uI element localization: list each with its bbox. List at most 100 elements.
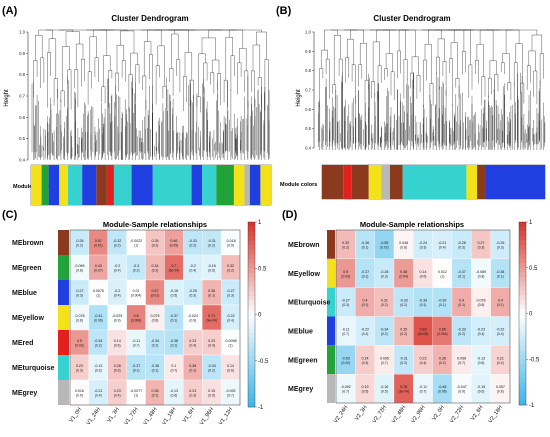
cell-pvalue: (0.4) bbox=[478, 332, 485, 336]
legend-gradient-step bbox=[519, 327, 526, 333]
cell-value: 0.57 bbox=[95, 239, 102, 243]
module-color-segment bbox=[113, 165, 132, 205]
legend-gradient-step bbox=[248, 388, 255, 394]
legend-gradient-step bbox=[519, 368, 526, 374]
cell-value: 0.38 bbox=[189, 364, 196, 368]
cell-value: -0.31 bbox=[208, 239, 216, 243]
column-label: V1_0H bbox=[69, 407, 84, 424]
module-color-swatch bbox=[327, 345, 335, 375]
cell-pvalue: (1) bbox=[96, 294, 100, 298]
cell-pvalue: (1) bbox=[229, 344, 233, 348]
column-label: V2_96H bbox=[410, 405, 426, 425]
row-label: MEturquoise bbox=[288, 300, 330, 307]
cell-pvalue: (0.7) bbox=[381, 361, 388, 365]
cell-pvalue: (0.1) bbox=[497, 274, 504, 278]
panel-d-heatmap: MEbrown MEyellow MEturquoise MEblue MEgreen M… bbox=[288, 220, 540, 424]
module-color-segment bbox=[322, 165, 344, 199]
legend-gradient-step bbox=[248, 383, 255, 389]
cell-value: 0.14 bbox=[227, 364, 234, 368]
module-color-segment bbox=[389, 165, 403, 199]
panel-a-ylabel: Height bbox=[4, 89, 10, 107]
y-tick-label: 1.0 bbox=[19, 30, 25, 35]
cell-value: 0.016 bbox=[75, 389, 84, 393]
cell-value: -0.2 bbox=[114, 289, 120, 293]
legend-gradient-step bbox=[519, 249, 526, 255]
legend-tick-label: -0.5 bbox=[529, 357, 540, 363]
cell-value: 0.075 bbox=[151, 314, 160, 318]
panel-b: (B) Cluster Dendrogram Height 1.0 0.9 0.8 0… bbox=[276, 5, 546, 200]
cell-pvalue: (0.4) bbox=[497, 361, 504, 365]
legend-gradient-step bbox=[248, 268, 255, 274]
cell-pvalue: (0.3) bbox=[114, 369, 121, 373]
cell-value: 0.28 bbox=[114, 364, 121, 368]
cell-value: 0.078 bbox=[477, 299, 486, 303]
cell-pvalue: (0.2) bbox=[208, 369, 215, 373]
cell-pvalue: (0.03) bbox=[75, 344, 84, 348]
y-tick-label: 0.6 bbox=[19, 115, 25, 120]
cell-value: -0.069 bbox=[74, 264, 84, 268]
cell-pvalue: (0.4) bbox=[497, 332, 504, 336]
legend-tick-label: 0.5 bbox=[529, 266, 538, 272]
legend-gradient-step bbox=[248, 346, 255, 352]
module-color-segment bbox=[131, 165, 153, 205]
cell-pvalue: (0.2) bbox=[152, 344, 159, 348]
cell-value: -0.092 bbox=[341, 385, 351, 389]
cell-value: -0.22 bbox=[361, 327, 369, 331]
cell-pvalue: (0.1) bbox=[152, 394, 159, 398]
legend-gradient-step bbox=[519, 231, 526, 237]
cell-value: -0.36 bbox=[361, 241, 369, 245]
module-color-segment bbox=[106, 165, 114, 205]
legend-gradient-step bbox=[248, 309, 255, 315]
cell-value: 0.43 bbox=[95, 264, 102, 268]
cell-pvalue: (1) bbox=[134, 394, 138, 398]
cell-pvalue: (0.5) bbox=[208, 269, 215, 273]
cell-pvalue: (0.3) bbox=[76, 369, 83, 373]
cell-pvalue: (0.04) bbox=[399, 274, 408, 278]
panel-b-yaxis: 1.0 0.9 0.8 0.7 0.6 0.5 0.4 bbox=[305, 30, 315, 151]
legend-gradient-step bbox=[248, 351, 255, 357]
cell-pvalue: (0.2) bbox=[342, 245, 349, 249]
cell-value: -0.092 bbox=[225, 389, 235, 393]
module-color-segment bbox=[191, 165, 203, 205]
cell-value: 0.46 bbox=[170, 239, 177, 243]
cell-value: -0.24 bbox=[419, 241, 427, 245]
cell-value: -0.0022 bbox=[130, 239, 142, 243]
cell-pvalue: (0.8) bbox=[478, 274, 485, 278]
legend-gradient-step bbox=[248, 402, 255, 408]
cell-value: 0.15 bbox=[208, 389, 215, 393]
legend-gradient-step bbox=[519, 386, 526, 392]
cell-value: -0.28 bbox=[458, 241, 466, 245]
legend-gradient-step bbox=[248, 296, 255, 301]
column-label: V2_72H bbox=[449, 405, 465, 425]
cell-value: 0.0075 bbox=[93, 289, 104, 293]
module-color-swatch bbox=[327, 258, 335, 288]
cell-pvalue: (0.2) bbox=[400, 303, 407, 307]
module-color-segment bbox=[368, 165, 382, 199]
cell-pvalue: (0.1) bbox=[458, 303, 465, 307]
cell-pvalue: (0.6) bbox=[114, 344, 121, 348]
legend-gradient-step bbox=[519, 281, 526, 287]
row-label: MEyellow bbox=[12, 315, 44, 322]
legend-gradient-step bbox=[248, 360, 255, 366]
module-color-segment bbox=[48, 165, 60, 205]
legend-gradient-step bbox=[519, 290, 526, 296]
cell-value: -0.22 bbox=[496, 327, 504, 331]
module-color-swatch bbox=[58, 380, 69, 405]
cell-value: -0.25 bbox=[189, 289, 197, 293]
cell-pvalue: (0.1) bbox=[208, 294, 215, 298]
cell-pvalue: (0.3) bbox=[227, 294, 234, 298]
legend-gradient-step bbox=[248, 342, 255, 348]
panel-a: (A) Cluster Dendrogram Height 1.0 0.9 0.8 0… bbox=[2, 5, 272, 206]
cell-pvalue: (0.2) bbox=[458, 332, 465, 336]
module-color-segment bbox=[402, 165, 467, 199]
column-label: V2_48H bbox=[391, 405, 407, 425]
y-tick-label: 0.9 bbox=[305, 49, 311, 54]
row-label: MEblue bbox=[12, 290, 37, 297]
cell-pvalue: (0.3) bbox=[420, 245, 427, 249]
cell-value: 0.36 bbox=[152, 389, 159, 393]
cell-value: 0.01 bbox=[133, 289, 140, 293]
cell-value: 0.012 bbox=[438, 270, 447, 274]
cell-value: -0.23 bbox=[477, 327, 485, 331]
module-color-segment bbox=[216, 165, 234, 205]
panel-d-letter: (D) bbox=[282, 209, 298, 221]
